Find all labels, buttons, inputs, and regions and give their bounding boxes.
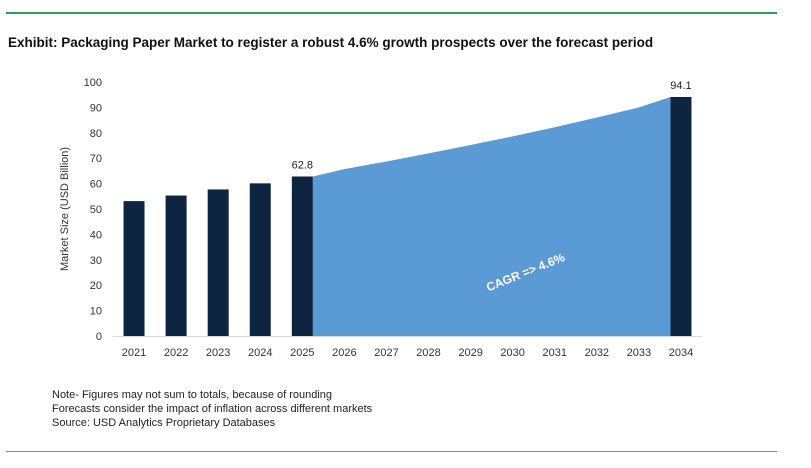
x-tick-label: 2030 (500, 347, 524, 359)
forecast-area (312, 96, 671, 337)
data-label: 94.1 (670, 80, 691, 92)
y-tick-label: 30 (90, 255, 102, 267)
x-tick-label: 2028 (416, 347, 440, 359)
bar-2024 (249, 183, 271, 336)
note-source: Source: USD Analytics Proprietary Databa… (52, 417, 276, 429)
top-rule (6, 12, 777, 14)
y-tick-label: 20 (90, 280, 102, 292)
x-tick-label: 2023 (206, 347, 230, 359)
bar-2034 (670, 96, 692, 337)
bar-2021 (123, 201, 145, 336)
bar-2025 (291, 176, 313, 336)
note-inflation: Forecasts consider the impact of inflati… (52, 403, 373, 415)
x-tick-label: 2029 (458, 347, 482, 359)
y-tick-label: 70 (90, 153, 102, 165)
x-tick-label: 2033 (627, 347, 651, 359)
y-tick-label: 40 (90, 229, 102, 241)
x-tick-label: 2022 (164, 347, 188, 359)
y-tick-label: 50 (90, 204, 102, 216)
y-tick-label: 0 (96, 331, 102, 343)
x-tick-label: 2032 (585, 347, 609, 359)
x-tick-label: 2034 (669, 347, 693, 359)
bar-2022 (165, 195, 187, 336)
x-tick-label: 2031 (543, 347, 567, 359)
bottom-rule (6, 451, 777, 452)
y-tick-label: 90 (90, 102, 102, 114)
note-rounding: Note- Figures may not sum to totals, bec… (52, 389, 333, 401)
x-tick-label: 2024 (248, 347, 272, 359)
bar-2023 (207, 189, 229, 336)
x-tick-label: 2021 (122, 347, 146, 359)
y-tick-label: 60 (90, 179, 102, 191)
x-tick-label: 2026 (332, 347, 356, 359)
x-tick-label: 2027 (374, 347, 398, 359)
y-tick-label: 100 (84, 77, 102, 89)
y-tick-label: 10 (90, 306, 102, 318)
chart-title: Exhibit: Packaging Paper Market to regis… (8, 35, 654, 50)
x-tick-label: 2025 (290, 347, 314, 359)
footnotes: Note- Figures may not sum to totals, bec… (52, 388, 372, 430)
y-tick-label: 80 (90, 128, 102, 140)
data-label: 62.8 (292, 159, 313, 171)
y-axis-label: Market Size (USD Billion) (59, 147, 71, 271)
